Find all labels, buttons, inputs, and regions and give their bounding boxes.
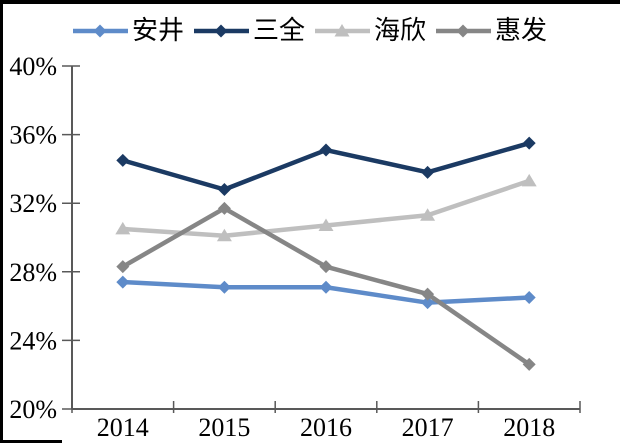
data-point-huifa-2017 xyxy=(421,287,435,301)
border-left xyxy=(0,0,3,443)
x-axis-tick-label: 2016 xyxy=(300,413,352,442)
data-point-huifa-2018 xyxy=(522,357,536,371)
border-top xyxy=(0,0,620,4)
data-point-sanquan-2015 xyxy=(217,182,231,196)
data-point-sanquan-2014 xyxy=(116,153,130,167)
y-axis-tick-label: 28% xyxy=(9,258,57,287)
legend-marker-huifa xyxy=(456,24,470,38)
y-axis-tick-label: 40% xyxy=(9,52,57,81)
data-point-haixin-2016 xyxy=(318,218,334,231)
border-bottom xyxy=(0,440,62,443)
data-point-huifa-2015 xyxy=(217,201,231,215)
legend-item-haixin: 海欣 xyxy=(315,18,426,44)
legend-swatch-haixin-triangle-icon xyxy=(315,24,370,37)
y-axis-tick-label: 24% xyxy=(9,326,57,355)
data-point-anjing-2014 xyxy=(116,275,130,289)
chart-legend: 安井 三全 海欣 惠发 xyxy=(0,12,620,50)
legend-swatch-anjing-diamond-icon xyxy=(72,24,128,38)
data-point-huifa-2014 xyxy=(116,260,130,274)
data-point-haixin-2015 xyxy=(216,228,232,242)
data-point-anjing-2016 xyxy=(319,280,333,294)
x-axis-tick-label: 2017 xyxy=(402,413,454,442)
data-point-haixin-2014 xyxy=(115,221,131,235)
data-point-sanquan-2017 xyxy=(421,165,435,179)
legend-marker-sanquan xyxy=(214,24,228,38)
data-point-anjing-2015 xyxy=(217,280,231,294)
legend-label-haixin: 海欣 xyxy=(374,16,427,45)
series-anjing xyxy=(116,275,536,310)
legend-item-huifa: 惠发 xyxy=(436,18,547,44)
y-axis-tick-label: 36% xyxy=(9,121,57,150)
series-haixin xyxy=(115,173,537,242)
series-sanquan xyxy=(116,136,536,196)
data-point-anjing-2017 xyxy=(421,296,435,310)
legend-item-sanquan: 三全 xyxy=(193,16,305,45)
data-point-sanquan-2018 xyxy=(522,136,536,150)
data-point-haixin-2018 xyxy=(521,173,537,187)
x-axis-tick-label: 2014 xyxy=(97,413,149,442)
data-point-anjing-2018 xyxy=(522,291,536,305)
x-axis-tick-label: 2018 xyxy=(503,413,555,442)
x-axis-tick-label: 2015 xyxy=(198,413,250,442)
data-point-huifa-2016 xyxy=(319,260,333,274)
data-point-sanquan-2016 xyxy=(319,143,333,157)
legend-marker-haixin xyxy=(334,24,350,37)
legend-label-huifa: 惠发 xyxy=(495,16,548,45)
data-point-haixin-2017 xyxy=(420,208,436,221)
legend-label-sanquan: 三全 xyxy=(252,16,305,45)
y-axis-tick-label: 20% xyxy=(9,395,57,424)
legend-item-anjing: 安井 xyxy=(72,16,184,45)
legend-marker-anjing xyxy=(93,24,107,38)
y-axis-tick-label: 32% xyxy=(9,189,57,218)
series-huifa xyxy=(116,201,536,371)
legend-swatch-sanquan-diamond-icon xyxy=(193,24,249,38)
legend-swatch-huifa-diamond-icon xyxy=(436,24,492,38)
legend-label-anjing: 安井 xyxy=(131,16,184,45)
